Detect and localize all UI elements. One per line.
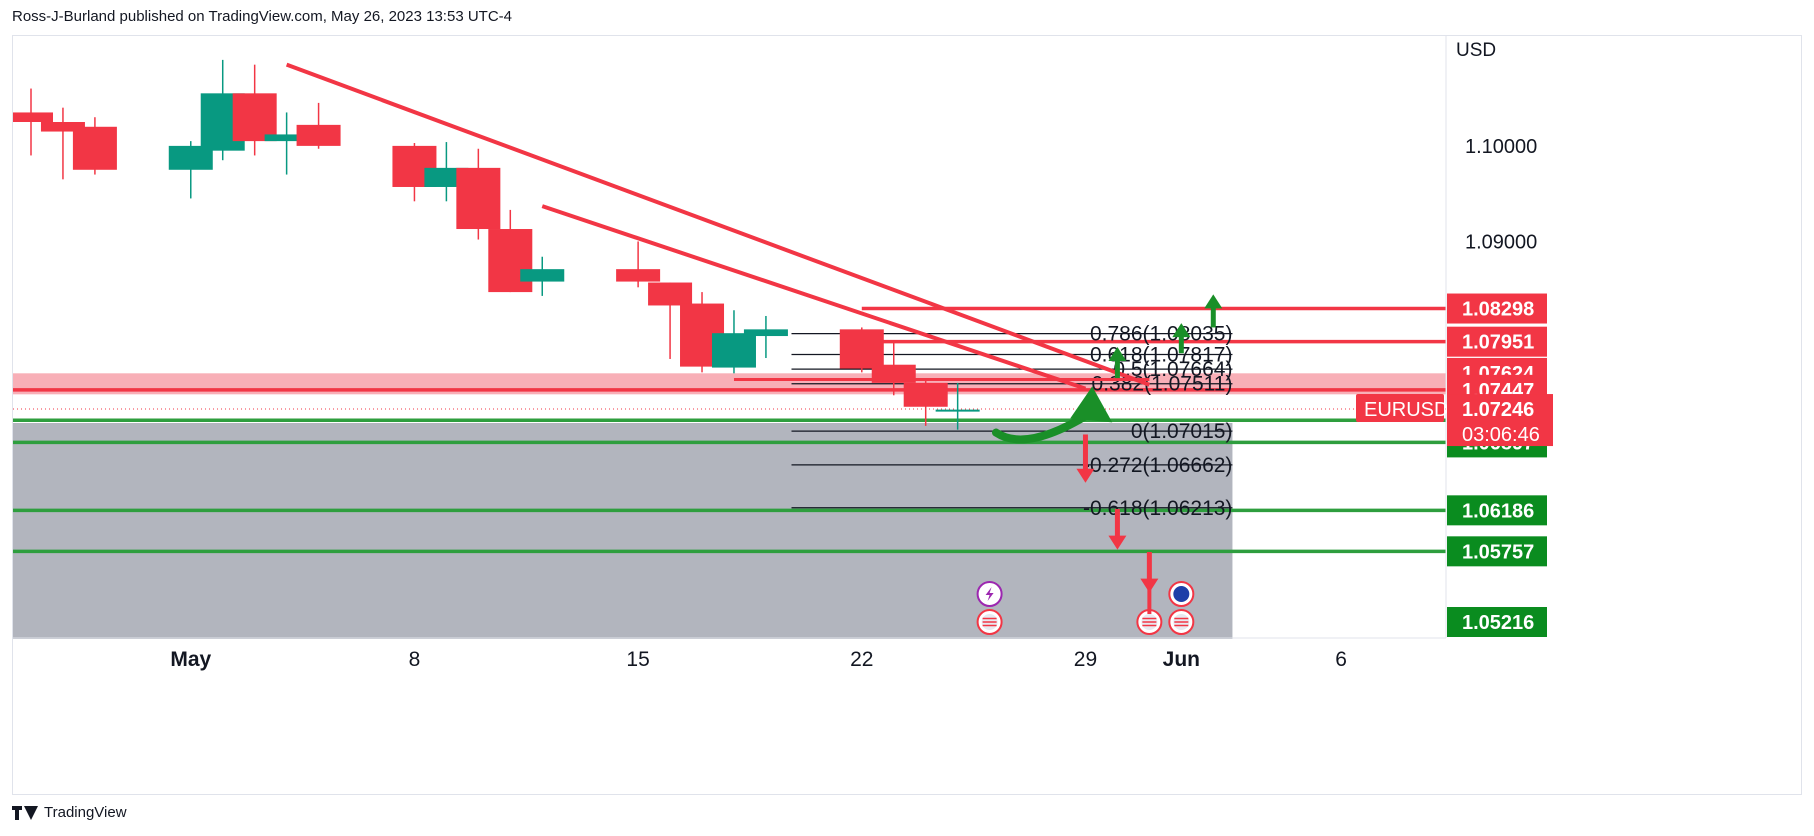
- events-layer: [976, 558, 1195, 635]
- axes-layer: USD 1.10000 1.09000 May 8 15 22 29 Jun 6: [13, 36, 1537, 671]
- candle-body: [296, 124, 341, 146]
- x-tick-label: 29: [1074, 648, 1097, 671]
- support-zone: [13, 423, 1233, 639]
- fib-label: -0.618(1.06213): [1083, 497, 1232, 520]
- eu-flag-icon: [1173, 586, 1190, 602]
- y-tick-label: 1.10000: [1465, 136, 1537, 158]
- countdown-label: 03:06:46: [1462, 424, 1540, 446]
- price-tag-label: 1.07951: [1462, 332, 1534, 354]
- candle-body: [168, 145, 213, 170]
- symbol-label: EURUSD: [1364, 399, 1448, 421]
- candle-body: [648, 282, 693, 306]
- curved-arrow-shaft: [991, 410, 1093, 444]
- candle-body: [488, 229, 533, 293]
- price-tag: [1447, 293, 1547, 324]
- price-tags-layer: 1.082981.079511.076241.074471.071291.068…: [1356, 293, 1553, 637]
- flash-glyph: [985, 587, 994, 601]
- x-tick-label: May: [170, 648, 211, 671]
- candle-body: [40, 122, 85, 132]
- curved-arrow-head: [1070, 386, 1113, 423]
- price-tag: [1447, 607, 1547, 637]
- candles-layer: [9, 59, 980, 430]
- footer: TradingView: [12, 804, 127, 821]
- x-tick-label: Jun: [1163, 648, 1200, 671]
- down-arrow-head: [1076, 468, 1095, 483]
- up-arrow-head: [1204, 294, 1223, 309]
- price-tag-label: 1.05757: [1462, 541, 1534, 563]
- up-arrow-head: [1172, 323, 1191, 338]
- candle-body: [456, 167, 501, 230]
- price-tag: [1447, 495, 1547, 526]
- x-tick-label: 22: [850, 648, 873, 671]
- fib-label: 0.5(1.07664): [1113, 358, 1232, 381]
- candle-body: [839, 329, 884, 369]
- price-tag-label: 1.05216: [1462, 612, 1534, 634]
- candle-body: [743, 329, 788, 337]
- publisher-caption: Ross-J-Burland published on TradingView.…: [12, 8, 512, 25]
- fib-label: -0.272(1.06662): [1083, 454, 1232, 477]
- candle-body: [72, 126, 117, 170]
- last-price-tag: [1447, 394, 1553, 447]
- chart-frame: 0.786(1.08035) 0.618(1.07817) 0.5(1.07664)…: [9, 35, 1802, 795]
- last-price-label: 1.07246: [1462, 399, 1534, 421]
- up-arrow-head: [1108, 346, 1127, 361]
- tradingview-logo-icon: [12, 805, 38, 820]
- price-tag-label: 1.08298: [1462, 299, 1534, 321]
- trendlines-layer: [285, 62, 1151, 391]
- currency-label: USD: [1456, 40, 1496, 61]
- fib-label: 0.786(1.08035): [1090, 323, 1232, 346]
- x-tick-label: 8: [409, 648, 421, 671]
- candle-body: [903, 382, 948, 407]
- price-tag: [1447, 326, 1547, 357]
- candle-body: [616, 269, 661, 282]
- x-tick-label: 6: [1335, 648, 1347, 671]
- candle-body: [232, 93, 277, 142]
- trendline: [285, 62, 1151, 387]
- price-tag: [1447, 536, 1547, 567]
- down-arrow-head: [1108, 535, 1127, 550]
- candle-body: [520, 269, 565, 282]
- x-tick-label: 15: [626, 648, 649, 671]
- horizontal-levels-layer: [13, 306, 1446, 554]
- footer-brand: TradingView: [44, 804, 127, 821]
- fib-label: 0(1.07015): [1131, 420, 1233, 443]
- y-tick-label: 1.09000: [1465, 231, 1537, 253]
- candle-body: [264, 134, 309, 142]
- fib-label: 0.382(1.07511): [1092, 373, 1233, 396]
- candlestick-chart[interactable]: 0.786(1.08035)0.618(1.07817)0.5(1.07664)…: [9, 36, 1801, 794]
- candle-body: [9, 112, 53, 122]
- price-tag-label: 1.06186: [1462, 500, 1534, 522]
- candle-body: [711, 333, 756, 368]
- symbol-tag: [1356, 394, 1444, 423]
- trendline: [541, 204, 1087, 391]
- candle-body: [935, 409, 980, 412]
